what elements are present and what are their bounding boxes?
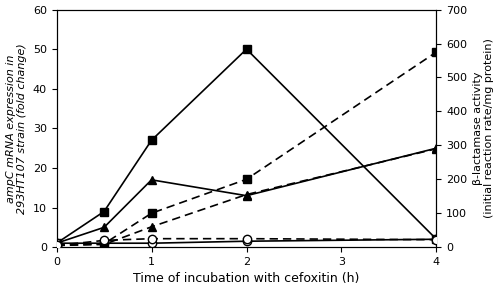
Y-axis label: ampC mRNA expression in
293HT107 strain (fold change): ampC mRNA expression in 293HT107 strain … (6, 43, 27, 214)
Y-axis label: β-lactamase activity
(initial reaction rate/mg protein): β-lactamase activity (initial reaction r… (473, 38, 494, 218)
X-axis label: Time of incubation with cefoxitin (h): Time of incubation with cefoxitin (h) (134, 272, 360, 285)
